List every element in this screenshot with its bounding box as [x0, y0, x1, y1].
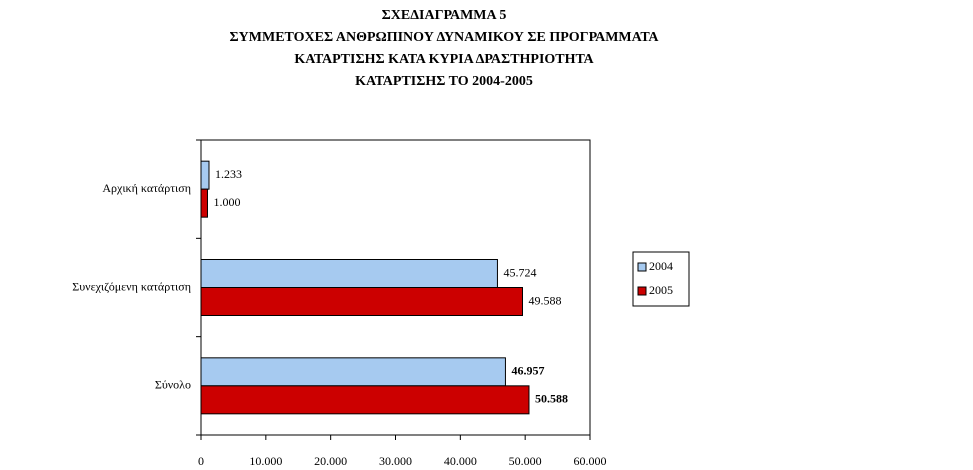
- legend-label: 2005: [649, 283, 673, 297]
- data-label: 1.000: [213, 195, 240, 209]
- chart-title: ΚΑΤΑΡΤΙΣΗΣ ΚΑΤΑ ΚΥΡΙΑ ΔΡΑΣΤΗΡΙΟΤΗΤΑ: [294, 52, 594, 67]
- chart-title: ΣΧΕΔΙΑΓΡΑΜΜΑ 5: [382, 8, 507, 23]
- data-label: 45.724: [503, 265, 536, 279]
- x-tick-label: 10.000: [249, 454, 282, 468]
- legend-box: [632, 251, 690, 307]
- legend-swatch: [637, 286, 647, 296]
- x-tick-label: 30.000: [379, 454, 412, 468]
- y-tick-label: Σύνολο: [155, 378, 191, 392]
- data-label: 49.588: [528, 293, 561, 307]
- bar: [200, 287, 523, 316]
- bar: [200, 188, 208, 218]
- chart-title: ΣΥΜΜΕΤΟΧΕΣ ΑΝΘΡΩΠΙΝΟΥ ΔΥΝΑΜΙΚΟΥ ΣΕ ΠΡΟΓΡ…: [230, 30, 660, 45]
- legend-swatch: [637, 262, 647, 272]
- bar: [200, 357, 506, 387]
- x-tick-label: 60.000: [574, 454, 607, 468]
- x-tick-label: 0: [198, 454, 204, 468]
- data-label: 46.957: [511, 364, 544, 378]
- legend-label: 2004: [649, 259, 673, 273]
- data-label: 1.233: [215, 167, 242, 181]
- chart-title: ΚΑΤΑΡΤΙΣΗΣ ΤΟ 2004-2005: [355, 74, 533, 89]
- bar: [200, 259, 498, 288]
- x-tick-label: 20.000: [314, 454, 347, 468]
- bar: [200, 160, 210, 190]
- x-tick-label: 50.000: [509, 454, 542, 468]
- data-label: 50.588: [535, 392, 568, 406]
- bar: [200, 385, 530, 415]
- x-tick-label: 40.000: [444, 454, 477, 468]
- y-tick-label: Αρχική κατάρτιση: [102, 181, 191, 195]
- y-tick-label: Συνεχιζόμενη κατάρτιση: [72, 279, 191, 293]
